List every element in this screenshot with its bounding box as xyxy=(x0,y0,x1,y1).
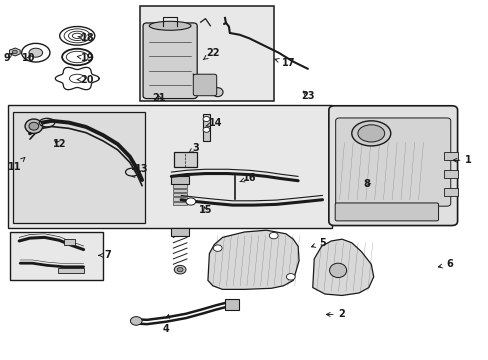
Text: 4: 4 xyxy=(163,315,169,334)
Ellipse shape xyxy=(149,21,191,30)
Text: 22: 22 xyxy=(203,48,219,60)
Bar xyxy=(64,239,75,245)
Text: 8: 8 xyxy=(362,179,369,189)
Circle shape xyxy=(177,267,183,272)
Circle shape xyxy=(269,232,278,239)
Bar xyxy=(444,152,457,160)
FancyBboxPatch shape xyxy=(335,118,450,206)
Ellipse shape xyxy=(212,87,223,96)
Bar xyxy=(58,267,83,273)
Text: 1: 1 xyxy=(452,155,471,165)
Text: 21: 21 xyxy=(152,93,165,103)
Bar xyxy=(224,299,238,310)
Bar xyxy=(173,202,186,205)
Ellipse shape xyxy=(25,119,42,134)
Text: 18: 18 xyxy=(78,33,94,43)
Circle shape xyxy=(203,117,209,122)
FancyBboxPatch shape xyxy=(334,203,438,221)
Circle shape xyxy=(12,50,17,54)
Text: 3: 3 xyxy=(189,143,199,153)
Text: 23: 23 xyxy=(301,91,314,101)
Text: 11: 11 xyxy=(8,157,25,172)
Circle shape xyxy=(185,198,195,205)
Polygon shape xyxy=(312,239,373,296)
Bar xyxy=(8,105,331,228)
Text: 19: 19 xyxy=(77,53,94,63)
Circle shape xyxy=(174,265,185,274)
Bar xyxy=(171,176,188,184)
Ellipse shape xyxy=(29,122,39,130)
Ellipse shape xyxy=(351,121,390,146)
Circle shape xyxy=(130,317,142,325)
Text: 17: 17 xyxy=(274,58,295,68)
Text: 15: 15 xyxy=(198,206,212,216)
Circle shape xyxy=(213,245,222,251)
Text: 5: 5 xyxy=(311,238,325,248)
FancyBboxPatch shape xyxy=(143,23,197,99)
Bar xyxy=(444,170,457,178)
Bar xyxy=(203,114,209,140)
Ellipse shape xyxy=(29,48,42,57)
Bar xyxy=(13,112,144,223)
Text: 6: 6 xyxy=(437,259,452,269)
Ellipse shape xyxy=(329,263,346,278)
Bar xyxy=(171,228,188,235)
Text: 9: 9 xyxy=(3,53,13,63)
Text: 20: 20 xyxy=(77,75,94,85)
Polygon shape xyxy=(207,230,299,289)
FancyBboxPatch shape xyxy=(193,74,216,96)
Circle shape xyxy=(286,274,295,280)
Circle shape xyxy=(203,127,209,132)
Bar xyxy=(173,193,186,197)
Text: 13: 13 xyxy=(132,164,148,174)
Bar xyxy=(173,152,197,167)
Bar xyxy=(444,188,457,196)
Bar xyxy=(173,184,186,188)
Text: 12: 12 xyxy=(52,139,66,149)
Text: 10: 10 xyxy=(22,53,36,63)
Bar xyxy=(173,197,186,201)
Polygon shape xyxy=(9,48,20,56)
Bar xyxy=(10,232,103,280)
Bar xyxy=(140,6,273,101)
Ellipse shape xyxy=(357,125,384,142)
Bar xyxy=(173,189,186,192)
Text: 16: 16 xyxy=(239,173,256,183)
Text: 7: 7 xyxy=(99,250,111,260)
FancyBboxPatch shape xyxy=(328,106,457,226)
Text: 14: 14 xyxy=(205,118,222,128)
Text: 2: 2 xyxy=(325,310,345,319)
